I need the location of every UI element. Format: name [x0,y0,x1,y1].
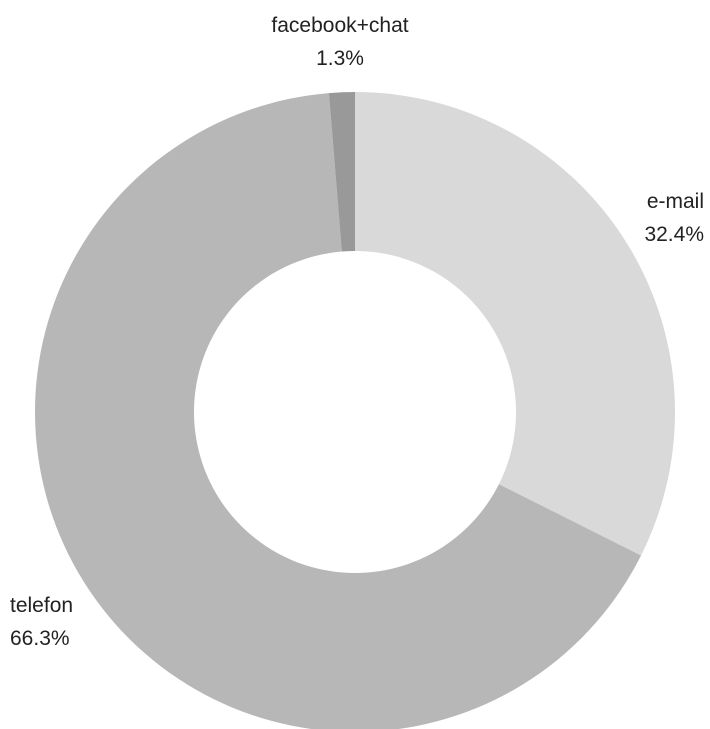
slice-label-telefon: telefon 66.3% [10,594,73,650]
slice-percent-label: 66.3% [10,627,70,650]
slice-label-facebook-chat: facebook+chat 1.3% [271,14,408,70]
slices-layer [35,92,675,729]
slice-category-label: telefon [10,594,73,617]
slice-label-e-mail: e-mail 32.4% [644,190,704,246]
slice-category-label: facebook+chat [271,14,408,37]
slice-category-label: e-mail [647,190,704,213]
slice-percent-label: 1.3% [316,47,364,70]
slice-facebook-chat [328,92,355,252]
slice-percent-label: 32.4% [644,223,704,246]
slice-telefon [35,93,642,729]
slice-e-mail [355,92,675,556]
labels-layer: e-mail 32.4% telefon 66.3% facebook+chat 1.3% [10,14,704,650]
